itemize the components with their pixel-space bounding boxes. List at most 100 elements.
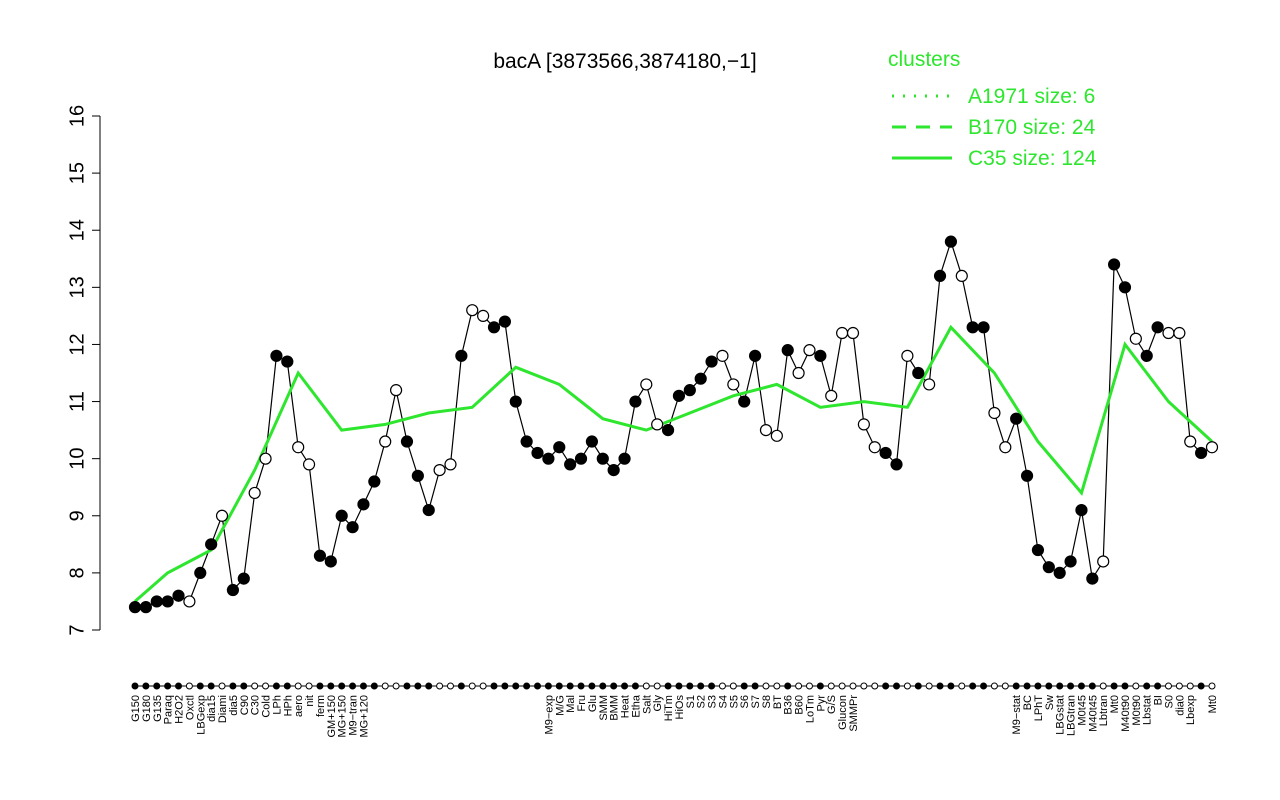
data-point: [1151, 321, 1164, 334]
data-point: [259, 452, 272, 465]
x-tick-mark: [446, 682, 454, 690]
x-tick-label: Cold: [261, 695, 273, 718]
x-tick-mark: [1164, 682, 1172, 690]
data-point: [509, 395, 522, 408]
legend: clusters A1971 size: 6 B170 size: 24 C35…: [888, 48, 1097, 170]
data-point: [933, 269, 947, 283]
x-tick-label: S2: [696, 695, 708, 708]
x-tick-label: C30: [250, 695, 262, 715]
data-point: [574, 452, 588, 465]
x-tick-mark: [251, 682, 259, 690]
x-tick-label: M40t45: [1087, 695, 1099, 732]
x-tick-mark: [196, 682, 204, 690]
data-point: [1118, 281, 1132, 294]
x-tick-mark: [436, 682, 444, 690]
data-point: [346, 521, 359, 534]
x-tick-label: Pyr: [815, 695, 827, 712]
x-tick-label: BC: [1022, 695, 1034, 710]
x-tick-label: Gly: [652, 695, 664, 712]
x-tick-mark: [827, 682, 835, 690]
data-point: [857, 418, 870, 431]
data-point: [846, 326, 860, 340]
x-tick-label: LBGstat: [1055, 695, 1067, 735]
data-point: [270, 349, 283, 362]
x-tick-label: LoTm: [804, 695, 816, 723]
y-tick-label: 8: [66, 567, 88, 578]
x-tick-mark: [762, 682, 770, 690]
x-tick-label: BI: [1153, 695, 1165, 705]
x-tick-mark: [555, 682, 563, 690]
x-tick-mark: [327, 682, 335, 690]
x-tick-mark: [501, 682, 509, 690]
data-point: [205, 538, 218, 551]
data-point: [335, 509, 348, 522]
x-tick-mark: [1175, 682, 1183, 690]
x-tick-mark: [316, 682, 324, 690]
series-lines: [134, 239, 1214, 608]
x-tick-mark: [718, 682, 726, 690]
x-tick-mark: [1001, 682, 1009, 690]
data-point: [901, 349, 914, 362]
data-point: [139, 601, 152, 614]
x-tick-mark: [686, 682, 694, 690]
x-tick-label: MG+120: [358, 695, 370, 738]
x-tick-label: BT: [772, 695, 784, 709]
x-tick-mark: [207, 682, 215, 690]
x-tick-mark: [1012, 682, 1020, 690]
x-tick-label: S8: [761, 695, 773, 708]
data-point: [912, 366, 925, 380]
data-point: [226, 583, 240, 597]
data-point: [781, 344, 794, 357]
data-point: [161, 595, 174, 608]
data-point: [770, 429, 783, 442]
x-tick-label: Paraq: [163, 695, 175, 724]
x-tick-mark: [990, 682, 998, 690]
x-tick-mark: [523, 682, 531, 690]
x-tick-mark: [370, 682, 378, 690]
x-tick-mark: [795, 682, 803, 690]
x-tick-mark: [262, 682, 270, 690]
data-point: [248, 486, 261, 500]
data-point: [520, 435, 533, 448]
x-tick-label: Lbexp: [1185, 695, 1197, 725]
x-tick-mark: [664, 682, 672, 690]
data-point: [923, 378, 936, 391]
data-point: [411, 469, 424, 482]
data-point: [716, 349, 729, 362]
x-tick-label: S7: [750, 695, 762, 708]
x-tick-mark: [272, 682, 280, 690]
legend-entry-c35: C35 size: 124: [968, 147, 1097, 170]
x-tick-mark: [1056, 682, 1064, 690]
y-axis: 7 8 9 10 11 12 13 14 15 16: [66, 105, 101, 636]
x-tick-mark: [1186, 682, 1194, 690]
x-tick-mark: [980, 682, 988, 690]
x-tick-mark: [969, 682, 977, 690]
data-point: [651, 418, 664, 431]
x-tick-mark: [534, 682, 542, 690]
data-point: [890, 458, 903, 471]
data-point: [683, 384, 696, 397]
data-point: [988, 406, 1001, 420]
x-tick-mark: [631, 682, 639, 690]
x-tick-mark: [849, 682, 857, 690]
data-point: [694, 372, 707, 385]
data-point: [564, 458, 577, 471]
x-tick-mark: [729, 682, 737, 690]
x-tick-mark: [218, 682, 226, 690]
data-point: [313, 549, 327, 562]
x-tick-label: G180: [141, 695, 153, 722]
data-point: [477, 309, 490, 322]
data-point: [172, 589, 185, 602]
data-point: [1140, 349, 1153, 362]
x-tick-label: Oxctl: [184, 695, 196, 720]
data-point: [487, 321, 501, 334]
y-tick-label: 16: [66, 105, 88, 127]
data-point: [748, 349, 762, 362]
x-tick-label: Mt0: [1207, 695, 1219, 713]
data-point: [150, 595, 163, 608]
y-tick-label: 9: [66, 510, 88, 521]
data-point: [759, 424, 773, 437]
legend-entry-b170: B170 size: 24: [968, 116, 1096, 139]
x-tick-mark: [708, 682, 716, 690]
